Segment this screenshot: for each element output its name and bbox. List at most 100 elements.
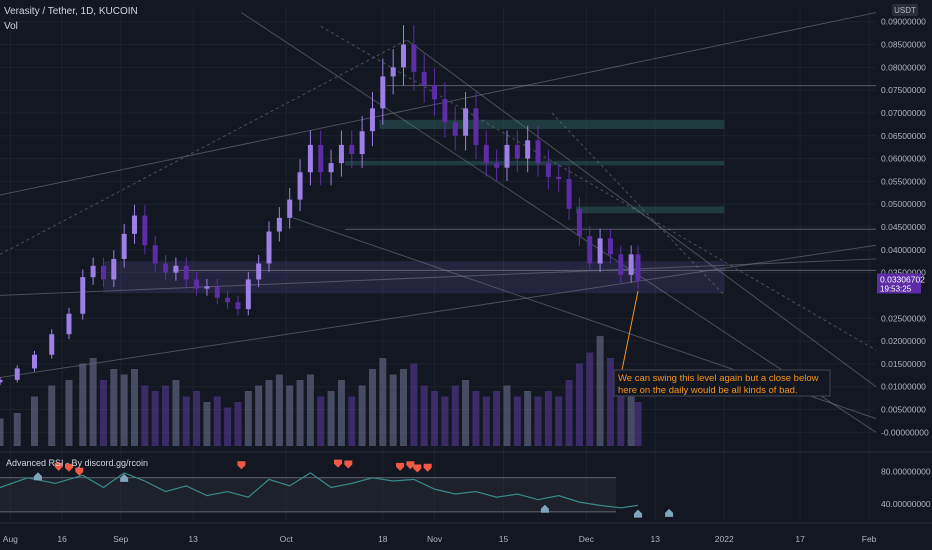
volume-bar-51	[555, 396, 563, 446]
candle-57	[618, 254, 624, 275]
trendline-7	[320, 25, 877, 351]
rsi-bear-marker-4	[333, 459, 342, 468]
candle-9	[121, 233, 127, 259]
price-tick-4: 0.07000000	[881, 108, 926, 118]
candle-25	[287, 199, 293, 218]
volume-bar-35	[389, 374, 397, 446]
candle-4	[66, 313, 72, 335]
candle-11	[142, 215, 148, 246]
time-tick-3: 13	[188, 534, 198, 544]
candle-12	[152, 245, 158, 264]
volume-bar-59	[634, 402, 642, 446]
rsi-bull-marker-1	[120, 473, 129, 482]
time-tick-11: 17	[795, 534, 805, 544]
currency-badge[interactable]: USDT	[892, 4, 918, 16]
price-tick-5: 0.06500000	[881, 131, 926, 141]
volume-bar-47	[513, 396, 521, 446]
rsi-bear-marker-5	[344, 460, 353, 469]
trendline-2	[0, 258, 877, 296]
volume-bar-12	[151, 391, 159, 446]
volume-bar-46	[503, 385, 511, 446]
volume-bar-6	[89, 358, 97, 446]
rsi-line	[0, 472, 639, 509]
volume-bar-8	[110, 369, 118, 446]
volume-bar-25	[286, 385, 294, 446]
price-tick-13: 0.02000000	[881, 336, 926, 346]
time-tick-10: 2022	[715, 534, 734, 544]
volume-bar-20	[234, 402, 242, 446]
rsi-band	[0, 477, 616, 512]
volume-bar-36	[400, 369, 408, 446]
price-tick-1: 0.08500000	[881, 40, 926, 50]
candle-27	[307, 144, 313, 173]
candle-23	[266, 231, 272, 264]
candle-10	[132, 215, 138, 234]
time-axis[interactable]: Aug 16 Sep 13 Oct 18 Nov 15 Dec 13 2022 17 Feb	[3, 534, 877, 544]
candle-6	[90, 265, 96, 278]
rsi-panel	[0, 459, 674, 518]
candle-0	[0, 379, 3, 383]
volume-bar-17	[203, 402, 211, 446]
rsi-bear-marker-3	[237, 461, 246, 470]
time-tick-6: Nov	[427, 534, 443, 544]
time-tick-12: Feb	[862, 534, 877, 544]
grid	[0, 8, 932, 524]
time-tick-8: Dec	[579, 534, 595, 544]
candle-19	[225, 297, 231, 303]
candle-52	[566, 179, 572, 209]
volume-bar-7	[99, 380, 107, 446]
time-tick-1: 16	[57, 534, 67, 544]
countdown-label: 19:53:25	[880, 284, 912, 293]
volume-bar-42	[462, 380, 470, 446]
price-axis[interactable]: 0.09000000 0.08500000 0.08000000 0.07500000…	[877, 17, 929, 438]
volume-bar-15	[182, 396, 190, 446]
candle-1	[14, 368, 20, 380]
rsi-tick-0: 80.00000000	[881, 466, 931, 476]
volume-bar-44	[482, 396, 490, 446]
currency-label: USDT	[894, 6, 916, 15]
price-tick-6: 0.06000000	[881, 154, 926, 164]
volume-bar-23	[265, 380, 273, 446]
volume-bar-3	[48, 385, 56, 446]
annotation-pointer	[621, 290, 639, 371]
candle-35	[390, 67, 396, 77]
candle-48	[525, 140, 531, 159]
volume-label: Vol	[4, 21, 18, 32]
rsi-tick-1: 40.00000000	[881, 499, 931, 509]
rsi-bear-marker-7	[406, 461, 415, 470]
candle-28	[318, 144, 324, 173]
zone-3	[575, 206, 725, 214]
volume-bar-0	[0, 418, 4, 446]
volume-bar-50	[544, 391, 552, 446]
candle-34	[380, 76, 386, 109]
rsi-bear-marker-1	[64, 463, 73, 472]
trendline-0	[0, 12, 877, 196]
candle-21	[245, 279, 251, 310]
candle-50	[545, 163, 551, 177]
trendline-1	[0, 244, 877, 379]
candle-51	[556, 176, 562, 180]
volume-bar-41	[451, 385, 459, 446]
volume-bar-1	[13, 413, 21, 446]
volume-bar-18	[213, 396, 221, 446]
price-tick-2: 0.08000000	[881, 62, 926, 72]
volume-bar-32	[358, 385, 366, 446]
trendline-6	[0, 39, 408, 255]
volume-bar-22	[255, 385, 263, 446]
time-tick-9: 13	[651, 534, 661, 544]
last-price-label: 0.03306702	[880, 274, 925, 284]
candle-26	[297, 172, 303, 200]
rsi-axis[interactable]: 80.00000000 40.00000000	[881, 466, 931, 509]
volume-bar-56	[606, 358, 614, 446]
candle-29	[328, 163, 334, 173]
annotation[interactable]: We can swing this level again but a clos…	[613, 290, 831, 397]
volume-bar-2	[30, 396, 38, 446]
rsi-bear-marker-6	[396, 462, 405, 471]
candle-31	[349, 144, 355, 154]
volume-bar-52	[565, 380, 573, 446]
volume-bar-13	[162, 385, 170, 446]
rsi-bull-marker-2	[540, 504, 549, 513]
time-tick-4: Oct	[280, 534, 294, 544]
